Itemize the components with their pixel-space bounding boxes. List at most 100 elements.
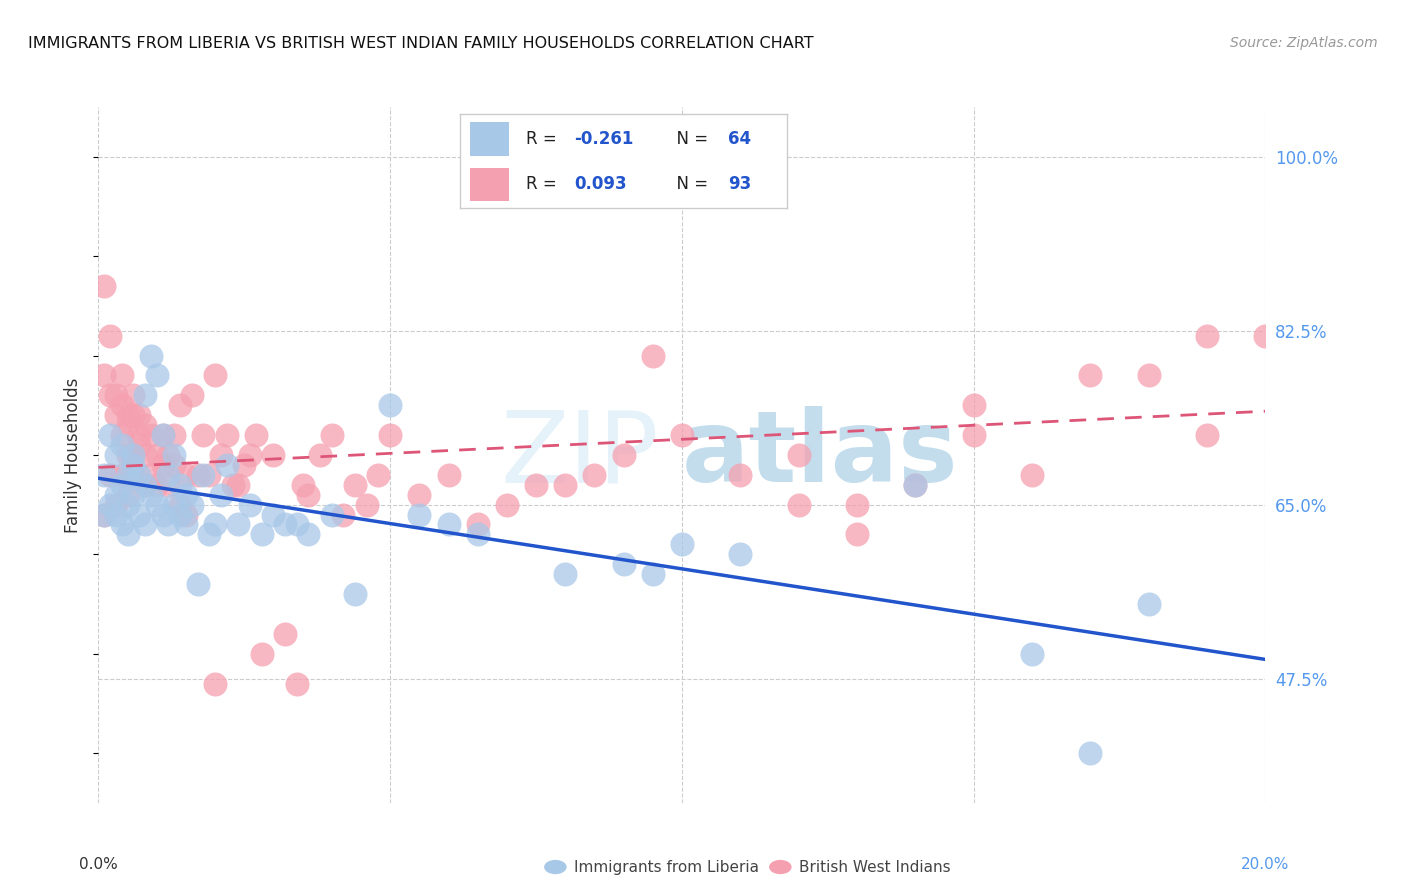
Point (245, 428, 267, 442)
Point (1254, 328, 1277, 343)
Point (163, 448, 186, 462)
Point (262, 448, 284, 462)
Y-axis label: Family Households: Family Households (65, 377, 83, 533)
Point (1021, 647, 1043, 661)
Point (274, 627, 297, 641)
Point (169, 477, 191, 491)
Point (467, 517, 489, 532)
Text: atlas: atlas (682, 407, 959, 503)
Point (169, 498, 191, 512)
Point (204, 676, 226, 690)
Point (128, 508, 150, 522)
Point (297, 527, 319, 541)
Point (250, 647, 273, 661)
Point (104, 408, 127, 422)
Point (846, 527, 869, 541)
Point (104, 448, 127, 462)
Point (111, 438, 134, 452)
Point (174, 508, 197, 522)
Point (163, 428, 186, 442)
Point (122, 388, 145, 402)
Point (134, 477, 156, 491)
Point (309, 448, 332, 462)
Point (671, 428, 693, 442)
Point (180, 498, 202, 512)
Point (152, 508, 174, 522)
Point (157, 477, 180, 491)
Point (157, 467, 180, 482)
Point (344, 477, 367, 491)
Point (198, 467, 221, 482)
Point (297, 488, 319, 502)
Point (180, 388, 202, 402)
Point (111, 477, 134, 491)
Point (134, 477, 156, 491)
Point (122, 458, 145, 472)
Point (117, 488, 139, 502)
Point (122, 488, 145, 502)
Point (111, 428, 134, 442)
Point (93, 508, 115, 522)
Point (198, 527, 221, 541)
Point (1137, 597, 1160, 611)
Point (221, 477, 243, 491)
Point (554, 567, 576, 582)
Point (193, 428, 215, 442)
Point (134, 418, 156, 433)
Point (250, 527, 273, 541)
Point (134, 517, 156, 532)
Text: ZIP: ZIP (501, 407, 658, 503)
Point (524, 477, 547, 491)
Point (641, 567, 664, 582)
Point (239, 448, 262, 462)
Text: Source: ZipAtlas.com: Source: ZipAtlas.com (1230, 36, 1378, 50)
Point (163, 498, 186, 512)
Point (104, 488, 127, 502)
Point (262, 508, 284, 522)
Point (163, 458, 186, 472)
Point (1195, 328, 1218, 343)
Point (228, 517, 250, 532)
Point (98, 428, 121, 442)
Text: Immigrants from Liberia: Immigrants from Liberia (574, 860, 759, 874)
Point (321, 428, 343, 442)
Point (204, 517, 226, 532)
Point (730, 547, 752, 561)
Point (730, 467, 752, 482)
Point (169, 398, 191, 412)
Point (128, 428, 150, 442)
Point (187, 577, 209, 591)
Point (332, 508, 354, 522)
Point (671, 537, 693, 551)
Point (139, 467, 162, 482)
Point (93, 467, 115, 482)
Point (209, 488, 232, 502)
Point (209, 448, 232, 462)
Point (380, 398, 402, 412)
Point (641, 349, 664, 363)
Point (146, 368, 169, 383)
Point (98, 388, 121, 402)
Point (98, 467, 121, 482)
Point (117, 527, 139, 541)
Point (157, 448, 180, 462)
Point (233, 458, 256, 472)
Point (787, 448, 810, 462)
Point (139, 428, 162, 442)
Point (215, 428, 238, 442)
Point (139, 488, 162, 502)
Point (128, 408, 150, 422)
Point (117, 418, 139, 433)
Point (122, 408, 145, 422)
Point (157, 517, 180, 532)
Point (104, 508, 127, 522)
Point (215, 458, 238, 472)
Point (228, 477, 250, 491)
Point (285, 676, 308, 690)
Point (152, 458, 174, 472)
Point (496, 498, 519, 512)
Point (111, 517, 134, 532)
Point (117, 408, 139, 422)
Point (583, 467, 606, 482)
Point (962, 428, 984, 442)
